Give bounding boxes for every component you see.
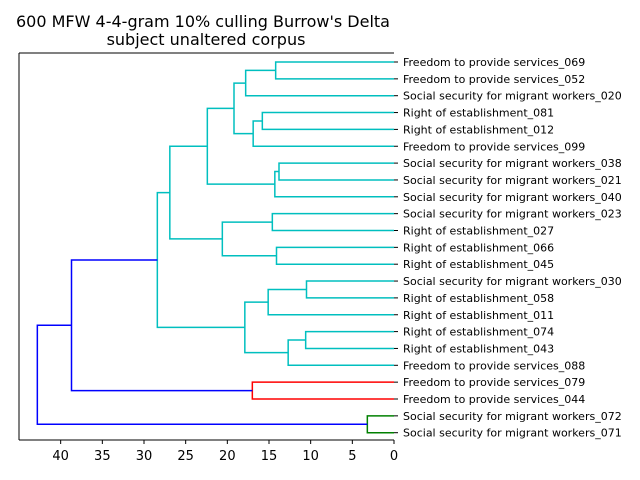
dendrogram-link — [278, 162, 394, 181]
leaf-label: Social security for migrant workers_020 — [403, 90, 622, 103]
leaf-label: Social security for migrant workers_040 — [403, 191, 622, 204]
leaf-label: Right of establishment_045 — [403, 258, 554, 271]
x-tick-label: 10 — [302, 449, 319, 464]
dendrogram-link — [267, 288, 394, 316]
x-tick-label: 20 — [219, 449, 236, 464]
leaf-label: Social security for migrant workers_072 — [403, 410, 622, 423]
chart-title: 600 MFW 4-4-gram 10% culling Burrow's De… — [16, 12, 390, 31]
dendrogram-link — [275, 246, 394, 265]
leaf-label: Freedom to provide services_079 — [403, 376, 585, 389]
leaf-label: Freedom to provide services_088 — [403, 359, 585, 372]
dendrogram-link — [244, 69, 394, 97]
leaf-label: Right of establishment_027 — [403, 225, 554, 238]
dendrogram-link — [251, 381, 394, 400]
leaf-label: Right of establishment_058 — [403, 292, 554, 305]
leaf-label: Right of establishment_074 — [403, 326, 554, 339]
leaf-label: Social security for migrant workers_021 — [403, 174, 622, 187]
dendrogram-link — [252, 120, 394, 147]
leaf-label: Right of establishment_081 — [403, 107, 554, 120]
dendrogram-link — [70, 259, 253, 392]
leaf-label: Right of establishment_011 — [403, 309, 554, 322]
leaf-label: Social security for migrant workers_038 — [403, 157, 622, 170]
x-tick-label: 15 — [261, 449, 278, 464]
x-tick-label: 0 — [390, 449, 398, 464]
dendrogram-link — [169, 145, 223, 240]
leaf-label: Freedom to provide services_069 — [403, 56, 585, 69]
dendrogram-link — [271, 212, 394, 232]
x-tick-label: 40 — [52, 449, 69, 464]
leaf-labels: Freedom to provide services_069 Freedom t… — [394, 56, 622, 440]
x-tick-label: 5 — [348, 449, 356, 464]
x-tick-label: 25 — [177, 449, 194, 464]
dendrogram-link — [221, 221, 277, 257]
leaf-label: Social security for migrant workers_030 — [403, 275, 622, 288]
x-tick-label: 30 — [136, 449, 153, 464]
x-axis-ticks: 40 35 30 25 20 15 10 5 0 — [52, 440, 398, 464]
leaf-label: Freedom to provide services_099 — [403, 140, 585, 153]
dendrogram-link — [304, 330, 394, 350]
dendrogram-link — [274, 170, 394, 198]
leaf-label: Right of establishment_043 — [403, 342, 554, 355]
leaf-label: Right of establishment_012 — [403, 123, 554, 136]
dendrogram-links — [36, 61, 394, 434]
dendrogram-link — [287, 339, 394, 367]
dendrogram-link — [366, 415, 394, 434]
leaf-label: Freedom to provide services_044 — [403, 393, 585, 406]
dendrogram-link — [233, 82, 254, 135]
dendrogram-link — [274, 61, 394, 80]
dendrogram-link — [261, 111, 394, 131]
dendrogram-link — [36, 324, 368, 426]
leaf-label: Freedom to provide services_052 — [403, 73, 585, 86]
leaf-label: Social security for migrant workers_071 — [403, 427, 622, 440]
leaf-label: Social security for migrant workers_023 — [403, 208, 622, 221]
plot-axes — [18, 52, 394, 441]
leaf-label: Right of establishment_066 — [403, 241, 554, 254]
dendrogram-link — [244, 301, 289, 354]
dendrogram-link — [305, 280, 394, 299]
chart-subtitle: subject unaltered corpus — [107, 30, 306, 49]
x-tick-label: 35 — [94, 449, 111, 464]
